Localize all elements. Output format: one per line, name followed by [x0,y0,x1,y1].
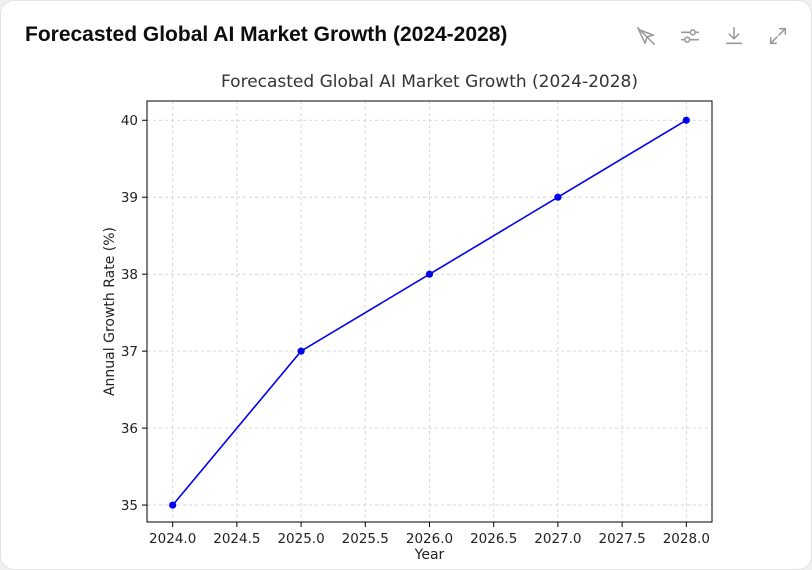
data-point [169,501,177,509]
axis-ticks: 2024.0 2024.5 2025.0 2025.5 2026.0 2026.5 2027… [121,113,710,547]
y-tick-label: 37 [121,344,138,360]
expand-button[interactable] [763,21,793,51]
x-tick-label: 2024.0 [149,531,196,547]
toolbar [631,21,793,51]
x-tick-label: 2028.0 [663,531,710,547]
expand-icon [769,27,787,45]
x-tick-label: 2024.5 [213,531,260,547]
settings-button[interactable] [675,21,705,51]
data-point [297,347,305,355]
x-tick-label: 2026.0 [406,531,453,547]
y-tick-label: 39 [121,190,138,206]
data-point [425,270,434,278]
y-tick-label: 38 [121,267,138,283]
data-point [682,116,690,124]
card-title: Forecasted Global AI Market Growth (2024… [25,23,508,46]
y-tick-label: 35 [121,498,138,514]
download-button[interactable] [719,21,749,51]
chart-title: Forecasted Global AI Market Growth (2024… [221,72,638,92]
x-tick-label: 2027.5 [598,531,645,547]
x-tick-label: 2027.0 [534,531,581,547]
interactive-toggle-icon [636,26,656,46]
settings-sliders-icon [680,29,700,43]
x-tick-label: 2025.0 [277,531,324,547]
line-chart: 2024.0 2024.5 2025.0 2025.5 2026.0 2026.5 2027… [102,72,713,563]
interactive-toggle-button[interactable] [631,21,661,51]
series [169,116,690,509]
x-axis-label: Year [414,547,445,563]
x-tick-label: 2026.5 [470,531,517,547]
grid [147,101,712,522]
y-tick-label: 36 [121,421,138,437]
x-tick-label: 2025.5 [342,531,389,547]
download-icon [725,26,743,45]
data-point [554,193,562,201]
y-axis-label: Annual Growth Rate (%) [102,227,118,396]
y-tick-label: 40 [121,113,138,129]
